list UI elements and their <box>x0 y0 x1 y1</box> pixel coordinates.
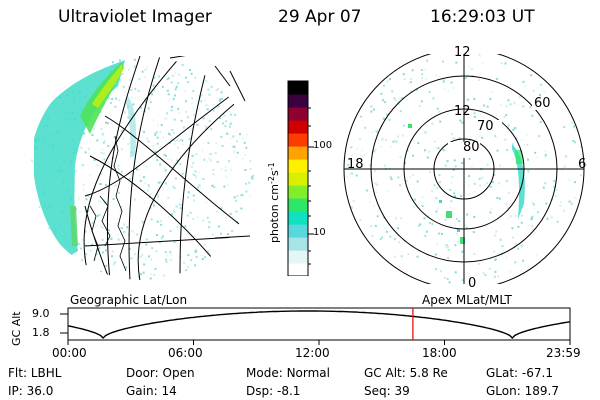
timeline-xtick-0: 00:00 <box>52 346 87 360</box>
altitude-curve <box>67 310 571 339</box>
colorbar-segment <box>288 94 308 108</box>
colorbar-label-exp1: -2 <box>267 176 276 184</box>
polar-label-12: 12 <box>454 45 471 60</box>
polar-label-bottom: 0 <box>468 276 477 291</box>
status-door: Door: Open <box>126 366 195 380</box>
colorbar-segment <box>288 159 308 173</box>
colorbar-segment <box>288 211 308 225</box>
status-ip: IP: 36.0 <box>8 384 54 398</box>
colorbar-tick-10: 10 <box>313 227 326 238</box>
polar-label-left: 18 <box>347 157 364 172</box>
colorbar-segment <box>288 120 308 134</box>
colorbar-label-exp2: -1 <box>267 162 276 170</box>
timeline-xtick-1: 06:00 <box>168 346 203 360</box>
app-title: Ultraviolet Imager <box>58 7 212 27</box>
timeline-xtick-2: 12:00 <box>295 346 330 360</box>
status-seq: Seq: 39 <box>364 384 410 398</box>
svg-text:GC Alt: GC Alt <box>10 311 23 346</box>
colorbar-segment <box>288 172 308 186</box>
status-gain: Gain: 14 <box>126 384 177 398</box>
colorbar-segment <box>288 146 308 160</box>
colorbar-segment <box>288 250 308 264</box>
status-gc-alt: GC Alt: 5.8 Re <box>364 366 448 380</box>
colorbar-segment <box>288 107 308 121</box>
image-time: 16:29:03 UT <box>430 7 535 27</box>
status-mode: Mode: Normal <box>246 366 330 380</box>
polar-label-top: 12 <box>454 104 471 119</box>
timeline-xtick-3: 18:00 <box>422 346 457 360</box>
status-dsp: Dsp: -8.1 <box>246 384 301 398</box>
timeline-chart <box>60 307 571 345</box>
polar-ring-70: 70 <box>477 119 494 134</box>
colorbar-unit-label: photon cm-2s-1 <box>267 162 281 243</box>
timeline-right-caption: Apex MLat/MLT <box>422 293 512 307</box>
status-glat: GLat: -67.1 <box>486 366 553 380</box>
colorbar-label: photon cm <box>268 184 281 243</box>
colorbar-segment <box>288 185 308 199</box>
timeline-ytick-high: 9.0 <box>32 307 50 320</box>
polar-plot <box>343 54 585 284</box>
polar-ring-60: 60 <box>534 96 551 111</box>
timeline-left-caption: Geographic Lat/Lon <box>70 293 188 307</box>
geographic-image-panel <box>30 56 254 280</box>
colorbar <box>287 80 314 276</box>
colorbar-segment <box>288 198 308 212</box>
colorbar-segment <box>288 81 308 95</box>
timeline-frame <box>67 307 571 341</box>
status-flt: Flt: LBHL <box>8 366 62 380</box>
timeline-ylabel: GC Alt <box>10 311 23 346</box>
colorbar-segment <box>288 133 308 147</box>
colorbar-gradient <box>288 81 308 276</box>
polar-label-right: 6 <box>578 157 587 172</box>
colorbar-label-mid: s <box>268 170 281 176</box>
svg-text:photon cm-2s-1: photon cm-2s-1 <box>267 162 281 243</box>
timeline-xtick-4: 23:59 <box>546 346 581 360</box>
timeline-ytick-low: 1.8 <box>32 326 50 339</box>
colorbar-segment <box>288 263 308 276</box>
colorbar-tick-100: 100 <box>313 140 333 151</box>
image-date: 29 Apr 07 <box>278 7 362 27</box>
status-glon: GLon: 189.7 <box>486 384 559 398</box>
polar-ring-80: 80 <box>463 140 480 155</box>
colorbar-segment <box>288 237 308 251</box>
colorbar-segment <box>288 224 308 238</box>
